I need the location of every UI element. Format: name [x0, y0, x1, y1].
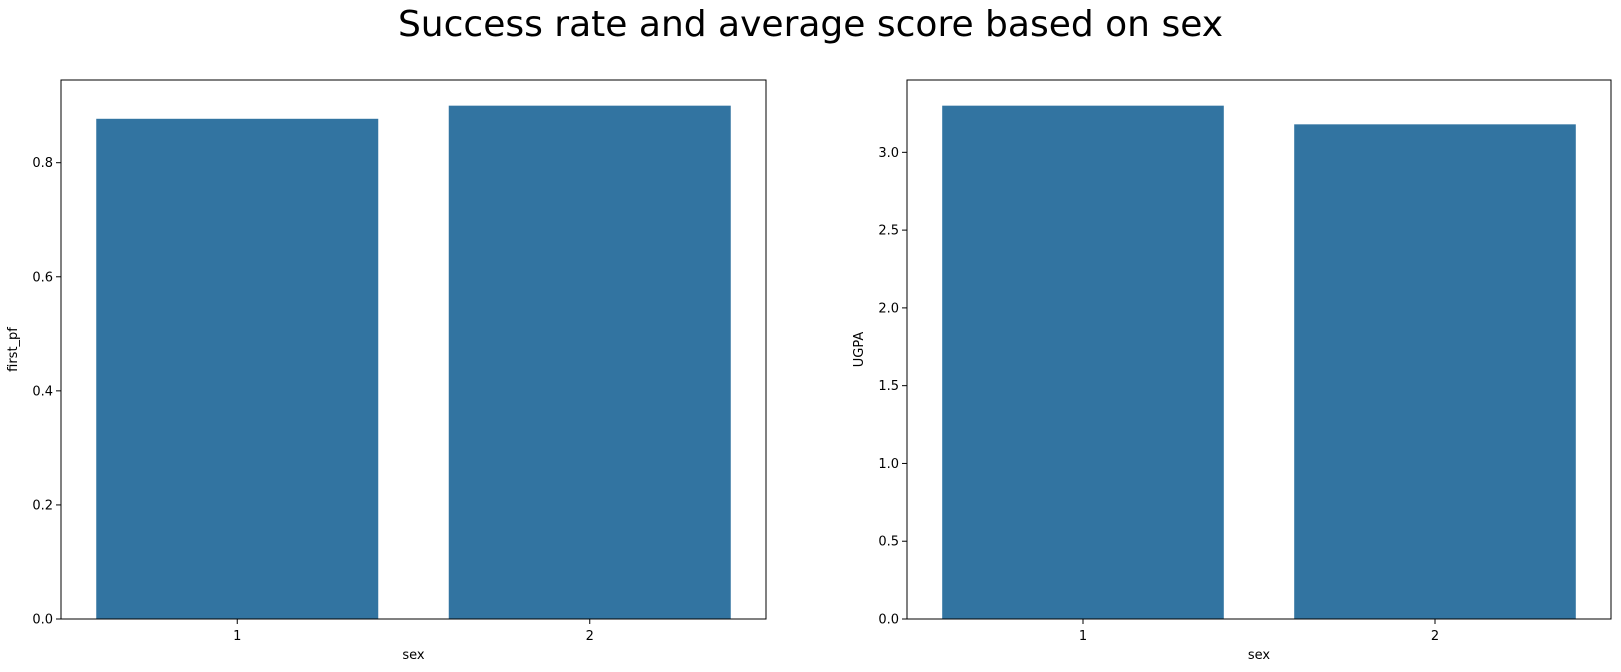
bar-sex-2	[1294, 124, 1576, 619]
y-tick-label: 2.0	[878, 301, 899, 316]
x-axis-label: sex	[402, 648, 425, 663]
x-tick-label: 1	[233, 629, 241, 644]
x-axis-label: sex	[1248, 648, 1271, 663]
y-tick-label: 0.0	[878, 613, 899, 628]
y-tick-label: 0.8	[32, 156, 53, 171]
y-tick-label: 0.4	[32, 384, 53, 399]
y-tick-label: 0.5	[878, 535, 899, 550]
y-tick-label: 0.2	[32, 498, 53, 513]
bar-sex-1	[96, 118, 379, 619]
y-tick-label: 2.5	[878, 224, 899, 239]
figure-title: Success rate and average score based on …	[397, 4, 1224, 45]
chart-panel-1: 0.0 0.2 0.4 0.6 0.8 1 2 sex first_pf	[6, 79, 767, 663]
bar-sex-2	[448, 105, 731, 620]
y-tick-label: 0.0	[32, 613, 53, 628]
y-tick-label: 3.0	[878, 146, 899, 161]
y-axis-label: UGPA	[852, 332, 867, 368]
bar-sex-1	[942, 105, 1224, 620]
chart-panel-2: 0.0 0.5 1.0 1.5 2.0 2.5 3.0 1 2 sex UGPA	[852, 79, 1612, 663]
axes-frame	[906, 79, 1612, 620]
y-tick-label: 0.6	[32, 270, 53, 285]
x-tick-label: 2	[586, 629, 594, 644]
axes-frame	[60, 79, 767, 620]
x-tick-label: 1	[1079, 629, 1087, 644]
y-axis-label: first_pf	[6, 327, 21, 372]
x-tick-label: 2	[1431, 629, 1439, 644]
y-tick-label: 1.5	[878, 379, 899, 394]
y-tick-label: 1.0	[878, 457, 899, 472]
